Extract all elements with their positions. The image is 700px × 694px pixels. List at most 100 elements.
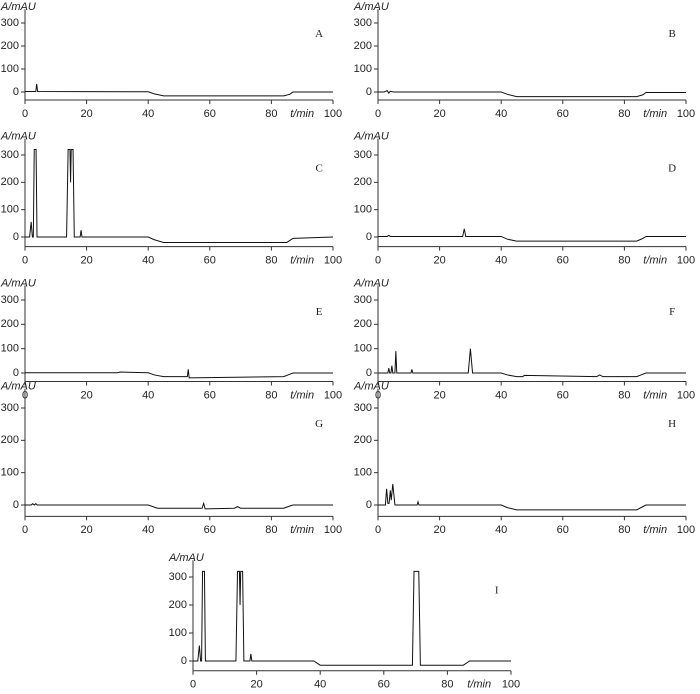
x-tick-label: 40 (495, 524, 507, 536)
x-axis-label: t/min (290, 389, 314, 401)
x-tick-label: 100 (324, 389, 342, 401)
panel-label: F (669, 306, 675, 318)
x-tick-label: 20 (80, 254, 92, 266)
x-axis-label: t/min (643, 108, 667, 120)
y-tick-label: 0 (366, 86, 372, 98)
y-axis-label: A/mAU (0, 381, 36, 393)
y-tick-label: 300 (1, 294, 19, 306)
y-tick-label: 100 (354, 63, 372, 75)
y-axis-label: A/mAU (0, 1, 36, 13)
x-tick-label: 0 (190, 679, 196, 691)
x-tick-label: 40 (142, 389, 154, 401)
x-tick-label: 80 (265, 108, 277, 120)
x-tick-label: 60 (557, 108, 569, 120)
x-axis-label: t/min (467, 679, 491, 691)
y-tick-label: 100 (169, 627, 187, 639)
y-tick-label: 200 (169, 599, 187, 611)
x-tick-label: 0 (22, 108, 28, 120)
x-tick-label: 80 (265, 254, 277, 266)
y-tick-label: 0 (13, 231, 19, 243)
y-tick-label: 300 (1, 17, 19, 29)
x-tick-label: 100 (677, 524, 695, 536)
y-axis-label: A/mAU (353, 381, 389, 393)
x-tick-label: 80 (618, 108, 630, 120)
panel: 0 100 200 300 0 20 40 60 80 100 A/mAU t/min C (0, 131, 342, 267)
y-tick-label: 300 (354, 294, 372, 306)
x-tick-label: 100 (677, 254, 695, 266)
y-axis-label: A/mAU (353, 1, 389, 13)
y-tick-label: 100 (1, 63, 19, 75)
x-tick-label: 80 (265, 524, 277, 536)
y-tick-label: 100 (1, 204, 19, 216)
panel: 0 100 200 300 0 20 40 60 80 100 A/mAU t/min D (353, 131, 695, 267)
y-tick-label: 200 (354, 434, 372, 446)
panel-label: B (668, 28, 675, 40)
y-tick-label: 200 (354, 318, 372, 330)
y-tick-label: 300 (1, 149, 19, 161)
x-tick-label: 100 (324, 524, 342, 536)
x-tick-label: 0 (375, 524, 381, 536)
y-tick-label: 100 (354, 204, 372, 216)
x-tick-label: 0 (375, 108, 381, 120)
y-tick-label: 0 (181, 655, 187, 667)
panel: 0 100 200 300 0 20 40 60 80 100 A/mAU t/min G (0, 381, 342, 537)
y-axis-label: A/mAU (353, 277, 389, 289)
panel-label: A (315, 28, 323, 40)
panel-label: G (315, 418, 323, 430)
y-tick-label: 0 (13, 86, 19, 98)
x-tick-label: 80 (618, 389, 630, 401)
x-tick-label: 80 (618, 254, 630, 266)
trace (193, 570, 511, 666)
trace (378, 228, 686, 242)
x-tick-label: 60 (204, 254, 216, 266)
trace (25, 149, 333, 243)
trace (378, 483, 686, 511)
x-axis-label: t/min (290, 108, 314, 120)
trace (25, 83, 333, 97)
x-tick-label: 20 (433, 524, 445, 536)
y-tick-label: 0 (13, 499, 19, 511)
x-tick-label: 100 (324, 108, 342, 120)
y-tick-label: 0 (366, 231, 372, 243)
x-tick-label: 20 (433, 389, 445, 401)
x-tick-label: 20 (80, 389, 92, 401)
y-axis-label: A/mAU (353, 131, 389, 143)
x-tick-label: 80 (441, 679, 453, 691)
x-tick-label: 40 (495, 108, 507, 120)
x-tick-label: 20 (80, 524, 92, 536)
x-axis-label: t/min (643, 389, 667, 401)
x-tick-label: 40 (142, 524, 154, 536)
y-tick-label: 0 (13, 367, 19, 379)
y-tick-label: 100 (354, 343, 372, 355)
x-tick-label: 0 (22, 524, 28, 536)
trace (378, 89, 686, 98)
x-tick-label: 40 (495, 254, 507, 266)
panel-label: H (668, 418, 676, 430)
y-tick-label: 100 (1, 467, 19, 479)
x-axis-label: t/min (643, 254, 667, 266)
y-tick-label: 300 (354, 402, 372, 414)
panel-label: E (316, 306, 323, 318)
y-tick-label: 300 (1, 402, 19, 414)
x-tick-label: 0 (22, 254, 28, 266)
trace (25, 501, 333, 510)
y-tick-label: 300 (354, 149, 372, 161)
y-axis-label: A/mAU (0, 277, 36, 289)
y-tick-label: 200 (1, 318, 19, 330)
y-tick-label: 300 (354, 17, 372, 29)
x-tick-label: 100 (677, 108, 695, 120)
trace (378, 348, 686, 378)
x-tick-label: 40 (142, 108, 154, 120)
y-tick-label: 200 (354, 176, 372, 188)
x-axis-label: t/min (643, 524, 667, 536)
x-tick-label: 100 (324, 254, 342, 266)
x-tick-label: 60 (378, 679, 390, 691)
panel: 0 100 200 300 0 20 40 60 80 100 A/mAU t/min I (168, 552, 520, 691)
x-tick-label: 0 (375, 254, 381, 266)
y-tick-label: 100 (354, 467, 372, 479)
y-tick-label: 100 (1, 343, 19, 355)
y-tick-label: 0 (366, 367, 372, 379)
x-tick-label: 40 (495, 389, 507, 401)
